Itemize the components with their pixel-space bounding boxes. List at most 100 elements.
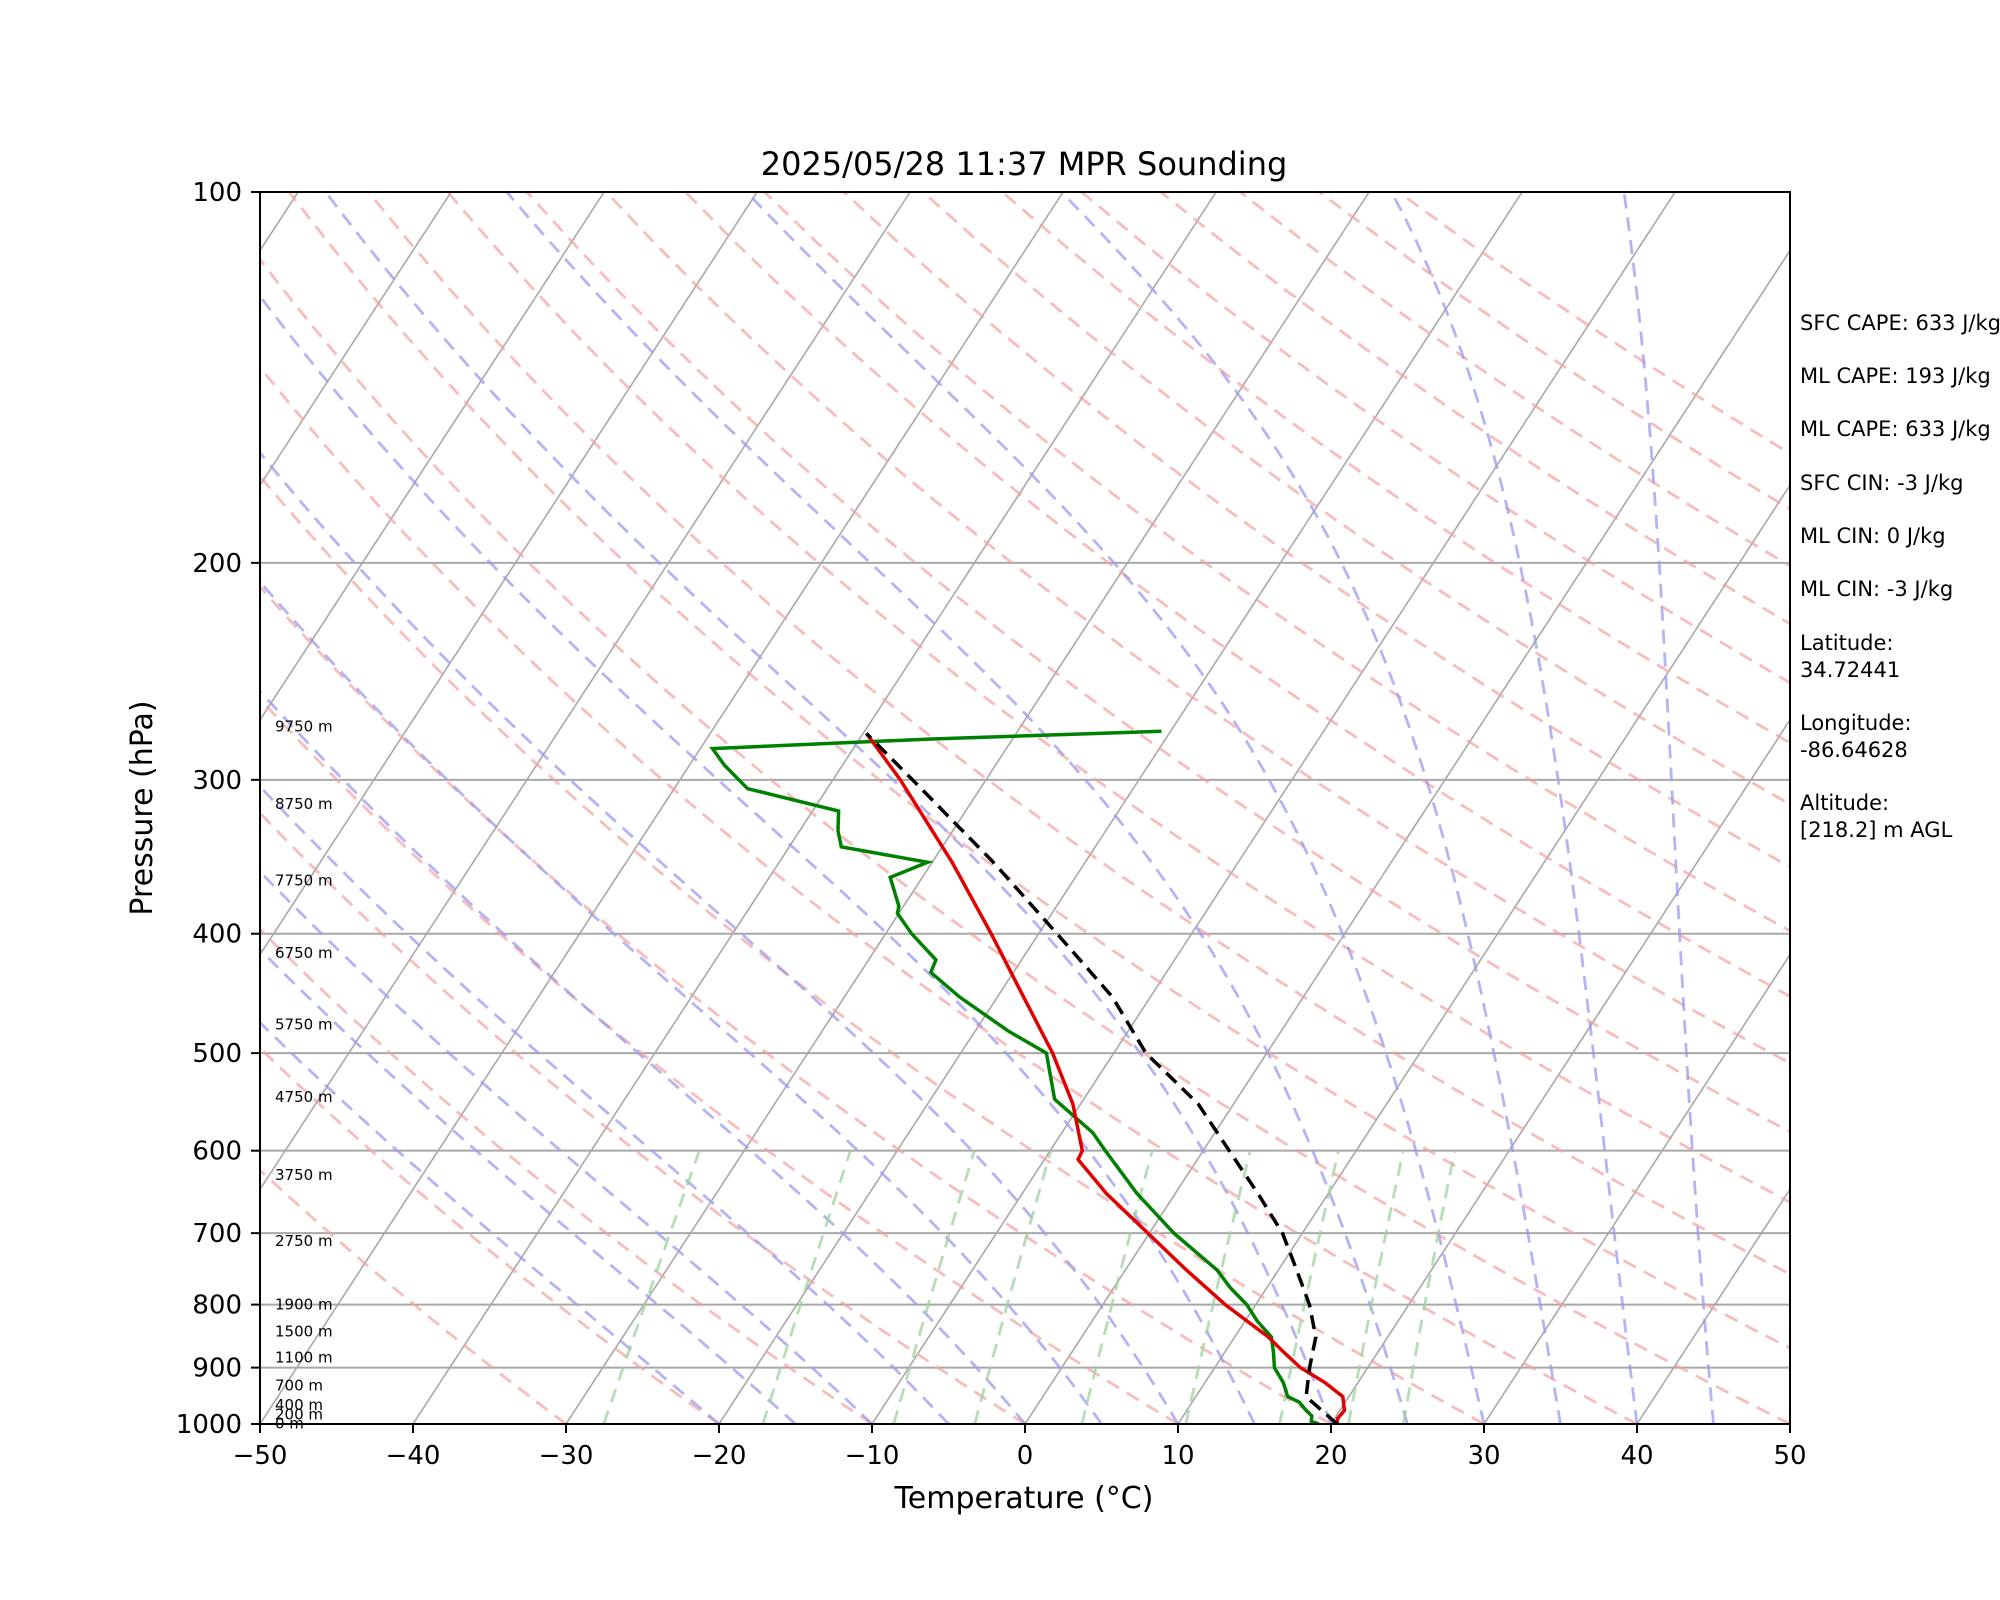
height-label: 700 m — [275, 1377, 323, 1395]
height-label: 6750 m — [275, 944, 333, 962]
x-tick-label: 40 — [1620, 1441, 1653, 1471]
stat-line: SFC CAPE: 633 J/kg — [1800, 311, 2000, 335]
isotherm-line — [1636, 1187, 1790, 1424]
stat-item: Latitude: 34.72441 — [1800, 631, 1900, 682]
stat-line: ML CAPE: 193 J/kg — [1800, 364, 1991, 388]
mixing-ratio-line — [602, 1150, 701, 1424]
y-axis-ticks: 1000 900 800 700 600 500 400 300 200 100 — [176, 178, 260, 1440]
temperature-line — [864, 732, 1347, 1424]
height-label: 9750 m — [275, 717, 333, 735]
dry-adiabat-line — [684, 192, 1790, 999]
isotherm-line — [1483, 953, 1790, 1424]
y-tick-label: 800 — [192, 1291, 242, 1321]
moist-adiabat-line — [260, 1020, 720, 1424]
background-lines — [0, 192, 1790, 1424]
moist-adiabat-line — [1622, 192, 1715, 1424]
dewpoint-line — [709, 729, 1320, 1424]
moist-adiabat-line — [324, 192, 1333, 1424]
isotherm-line — [871, 192, 1676, 1424]
chart-title: 2025/05/28 11:37 MPR Sounding — [761, 145, 1288, 183]
plot-area — [0, 192, 1790, 1424]
stat-line: Latitude: — [1800, 631, 1894, 655]
dry-adiabat-line — [260, 257, 1790, 1424]
x-axis-ticks: −50 −40 −30 −20 −10 0 10 20 30 40 50 — [233, 1424, 1807, 1471]
stat-line: Altitude: — [1800, 791, 1889, 815]
moist-adiabat-line — [1060, 192, 1562, 1424]
stat-line: Longitude: — [1800, 711, 1912, 735]
y-tick-label: 600 — [192, 1137, 242, 1167]
y-tick-label: 500 — [192, 1039, 242, 1069]
moist-adiabat-line — [260, 579, 1103, 1424]
moist-adiabat-line — [260, 293, 1256, 1424]
moist-adiabat-line — [260, 689, 1027, 1424]
stat-item: Altitude: [218.2] m AGL — [1800, 791, 1953, 842]
mixing-ratio-line — [761, 1150, 852, 1424]
mixing-ratio-line — [1278, 1150, 1340, 1424]
height-label: 400 m — [275, 1396, 323, 1414]
isotherm-line — [718, 192, 1523, 1424]
dry-adiabat-line — [525, 192, 1790, 1134]
height-label: 2750 m — [275, 1232, 333, 1250]
dry-adiabat-line — [260, 927, 873, 1424]
moist-adiabat-line — [260, 450, 1180, 1424]
mixing-ratio-line — [973, 1150, 1053, 1424]
isotherm-line — [565, 192, 1370, 1424]
stats-panel: SFC CAPE: 633 J/kg ML CAPE: 193 J/kg ML CA… — [1800, 311, 2000, 842]
mixing-ratio-line — [1184, 1150, 1252, 1424]
moist-adiabat-line — [745, 192, 1486, 1424]
y-tick-label: 700 — [192, 1219, 242, 1249]
y-tick-label: 400 — [192, 920, 242, 950]
dry-adiabat-line — [842, 192, 1790, 869]
dry-adiabat-line — [287, 192, 1790, 1350]
stat-item: ML CIN: 0 J/kg — [1800, 524, 1946, 548]
y-tick-label: 1000 — [176, 1410, 242, 1440]
stat-line: SFC CIN: -3 J/kg — [1800, 471, 1963, 495]
isotherm-line — [260, 192, 1064, 1424]
x-tick-label: −40 — [386, 1441, 441, 1471]
height-label: 0 m — [275, 1414, 304, 1432]
dry-adiabat-line — [1001, 192, 1790, 745]
stat-line: ML CIN: -3 J/kg — [1800, 577, 1953, 601]
dry-adiabat-line — [367, 192, 1790, 1276]
x-tick-label: −50 — [233, 1441, 288, 1471]
x-axis-label: Temperature (°C) — [894, 1481, 1154, 1516]
stat-line: 34.72441 — [1800, 658, 1900, 682]
height-labels: 9750 m 8750 m 7750 m 6750 m 5750 m 4750 m 3750… — [275, 717, 333, 1432]
stat-line: ML CIN: 0 J/kg — [1800, 524, 1946, 548]
isotherm-line — [412, 192, 1217, 1424]
mixing-ratio-line — [1401, 1150, 1457, 1424]
profile-lines — [709, 729, 1347, 1424]
dry-adiabat-line — [260, 1046, 720, 1424]
isotherm-line — [0, 192, 145, 1424]
height-label: 7750 m — [275, 872, 333, 890]
x-tick-label: 50 — [1773, 1441, 1806, 1471]
dry-adiabat-line — [260, 1168, 567, 1424]
dry-adiabat-line — [260, 696, 1179, 1424]
moist-adiabat-line — [260, 947, 797, 1424]
height-label: 1900 m — [275, 1295, 333, 1313]
x-tick-label: −30 — [539, 1441, 594, 1471]
stat-item: Longitude: -86.64628 — [1800, 711, 1912, 762]
moist-adiabat-line — [260, 784, 950, 1424]
dry-adiabat-line — [922, 192, 1790, 806]
stat-line: [218.2] m AGL — [1800, 818, 1953, 842]
isotherm-line — [1024, 249, 1790, 1424]
dry-adiabat-line — [446, 192, 1790, 1204]
isotherm-line — [260, 192, 758, 957]
height-label: 3750 m — [275, 1166, 333, 1184]
stat-item: ML CIN: -3 J/kg — [1800, 577, 1953, 601]
isotherm-line — [1330, 718, 1790, 1424]
stat-item: SFC CAPE: 633 J/kg — [1800, 311, 2000, 335]
stat-line: ML CAPE: 633 J/kg — [1800, 417, 1991, 441]
isotherm-line — [260, 192, 605, 722]
y-tick-label: 200 — [192, 549, 242, 579]
mixing-ratio-line — [1347, 1150, 1405, 1424]
dry-adiabat-line — [260, 584, 1332, 1424]
height-label: 1500 m — [275, 1322, 333, 1340]
dry-adiabat-line — [260, 365, 1638, 1424]
x-tick-label: 0 — [1017, 1441, 1034, 1471]
moist-adiabat-line — [260, 869, 873, 1424]
height-label: 5750 m — [275, 1015, 333, 1033]
height-label: 200 m — [275, 1405, 323, 1423]
height-label: 1100 m — [275, 1349, 333, 1367]
